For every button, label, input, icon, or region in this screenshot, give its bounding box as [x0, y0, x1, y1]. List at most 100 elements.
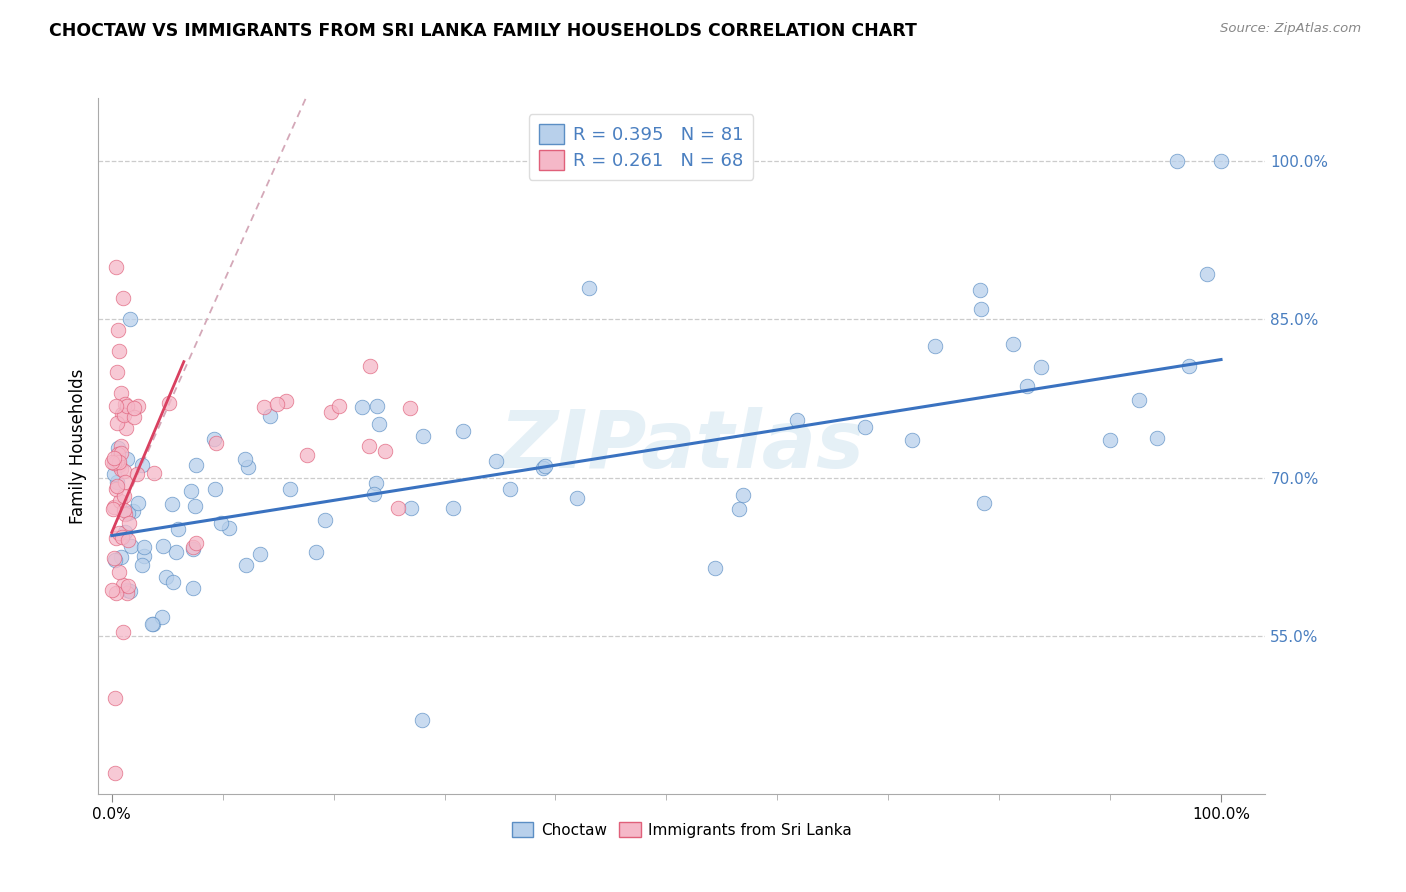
Point	[184, 458, 207, 472]
Point	[924, 339, 946, 353]
Point	[105, 365, 128, 379]
Point	[111, 408, 134, 422]
Point	[124, 401, 146, 415]
Point	[110, 386, 132, 401]
Point	[141, 616, 163, 631]
Point	[259, 409, 281, 423]
Point	[110, 446, 132, 460]
Point	[122, 410, 145, 425]
Point	[534, 459, 557, 474]
Point	[1015, 378, 1038, 392]
Point	[704, 560, 727, 574]
Point	[108, 526, 131, 541]
Point	[276, 394, 298, 409]
Point	[1128, 392, 1150, 407]
Text: Source: ZipAtlas.com: Source: ZipAtlas.com	[1220, 22, 1361, 36]
Point	[105, 531, 128, 545]
Point	[110, 550, 132, 565]
Point	[114, 475, 136, 490]
Point	[107, 447, 129, 461]
Point	[101, 582, 124, 597]
Point	[105, 416, 128, 430]
Point	[238, 459, 260, 474]
Point	[127, 399, 149, 413]
Point	[104, 690, 127, 705]
Point	[103, 500, 125, 514]
Point	[103, 450, 125, 465]
Point	[115, 421, 138, 435]
Point	[969, 283, 991, 297]
Point	[103, 467, 125, 481]
Point	[531, 460, 554, 475]
Point	[112, 503, 135, 517]
Point	[266, 397, 288, 411]
Point	[107, 441, 129, 455]
Point	[162, 574, 184, 589]
Point	[973, 496, 995, 510]
Point	[578, 281, 600, 295]
Point	[112, 464, 135, 478]
Point	[728, 501, 751, 516]
Point	[367, 417, 389, 431]
Point	[1166, 154, 1188, 169]
Point	[184, 499, 207, 513]
Point	[112, 408, 135, 422]
Point	[101, 501, 124, 516]
Point	[374, 444, 396, 458]
Point	[157, 396, 180, 410]
Point	[117, 533, 139, 547]
Point	[108, 344, 131, 359]
Point	[114, 507, 136, 521]
Point	[1001, 336, 1024, 351]
Point	[132, 540, 155, 554]
Point	[485, 454, 508, 468]
Point	[112, 489, 135, 503]
Point	[181, 540, 204, 554]
Point	[121, 539, 143, 553]
Y-axis label: Family Households: Family Households	[69, 368, 87, 524]
Point	[218, 521, 240, 535]
Point	[117, 506, 139, 520]
Point	[328, 399, 350, 413]
Point	[1209, 154, 1232, 169]
Point	[117, 586, 139, 600]
Point	[105, 586, 128, 600]
Point	[107, 454, 129, 468]
Point	[111, 578, 134, 592]
Point	[1029, 359, 1052, 374]
Point	[350, 400, 373, 414]
Point	[110, 439, 132, 453]
Point	[105, 478, 128, 492]
Point	[117, 579, 139, 593]
Point	[204, 482, 226, 496]
Point	[233, 452, 256, 467]
Point	[142, 617, 165, 632]
Point	[441, 501, 464, 516]
Point	[451, 425, 474, 439]
Point	[319, 404, 342, 418]
Point	[104, 455, 127, 469]
Point	[122, 504, 145, 518]
Point	[103, 457, 125, 471]
Point	[202, 432, 225, 446]
Point	[104, 553, 127, 567]
Point	[105, 454, 128, 468]
Point	[114, 525, 136, 540]
Point	[278, 482, 301, 496]
Point	[111, 292, 134, 306]
Point	[205, 436, 228, 450]
Point	[366, 399, 388, 413]
Point	[359, 359, 381, 374]
Point	[110, 494, 132, 508]
Point	[115, 582, 138, 597]
Point	[364, 475, 387, 490]
Point	[108, 458, 131, 472]
Point	[110, 530, 132, 544]
Point	[152, 539, 174, 553]
Point	[363, 487, 385, 501]
Point	[115, 451, 138, 466]
Point	[105, 399, 128, 413]
Point	[1178, 359, 1201, 373]
Point	[901, 433, 924, 447]
Point	[166, 522, 188, 536]
